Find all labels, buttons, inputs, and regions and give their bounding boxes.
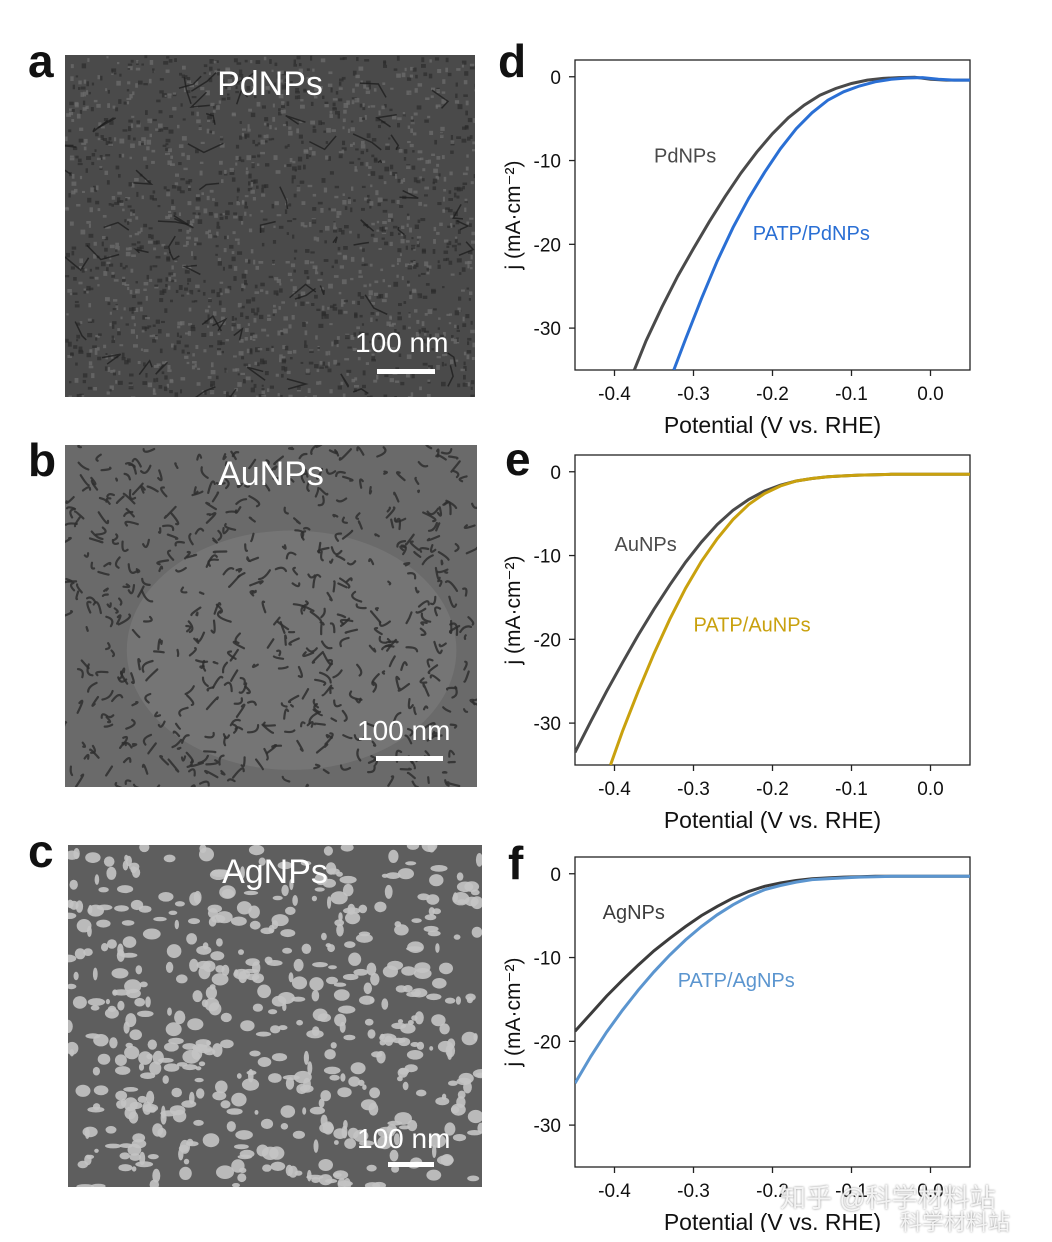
series-label: AuNPs xyxy=(615,534,677,556)
sem-label-agnps: AgNPs xyxy=(222,853,328,891)
x-tick-label: -0.2 xyxy=(756,384,789,405)
x-tick-label: -0.3 xyxy=(677,779,710,800)
x-tick-label: 0.0 xyxy=(917,779,943,800)
scale-bar-label: 100 nm xyxy=(357,1123,451,1154)
y-axis-label: j (mA·cm⁻²) xyxy=(502,160,525,270)
sem-label-aunps: AuNPs xyxy=(218,455,324,493)
y-axis-label: j (mA·cm⁻²) xyxy=(502,555,525,665)
chart-f: -0.4 -0.3 -0.2 -0.1 0.0 0 -10 -20 -30 Potential (… xyxy=(490,842,990,1235)
watermark-subtext: 科学材料站 xyxy=(900,1210,1011,1235)
sem-label-pdnps: PdNPs xyxy=(217,65,323,103)
x-axis-label: Potential (V vs. RHE) xyxy=(664,807,881,833)
x-tick-label: -0.3 xyxy=(677,1181,710,1202)
y-tick-label: 0 xyxy=(550,68,561,89)
x-tick-label: -0.4 xyxy=(598,384,631,405)
y-tick-label: 0 xyxy=(550,865,561,886)
series-line-patp-agnps xyxy=(575,874,970,1084)
panel-letter-f: f xyxy=(508,837,524,889)
y-tick-label: -30 xyxy=(534,319,561,340)
x-tick-label: -0.3 xyxy=(677,384,710,405)
sem-texture xyxy=(68,845,482,1187)
y-tick-label: -30 xyxy=(534,1116,561,1137)
panel-letter-a: a xyxy=(28,35,54,87)
x-tick-label: -0.2 xyxy=(756,1181,789,1202)
x-tick-label: -0.4 xyxy=(598,1181,631,1202)
y-tick-label: -20 xyxy=(534,630,561,651)
scale-bar xyxy=(388,1162,434,1167)
scale-bar-label: 100 nm xyxy=(355,327,449,358)
x-tick-label: -0.1 xyxy=(835,384,868,405)
x-tick-label: -0.4 xyxy=(598,779,631,800)
scale-bar xyxy=(377,369,435,374)
y-tick-label: -20 xyxy=(534,1032,561,1053)
series-label: PATP/AuNPs xyxy=(694,615,811,637)
series-line-patp-aunps xyxy=(609,472,970,765)
series-label: AgNPs xyxy=(603,902,665,924)
series-label: PdNPs xyxy=(654,145,716,167)
y-tick-label: -20 xyxy=(534,235,561,256)
watermark-text: 知乎 @科学材料站 xyxy=(780,1183,996,1213)
x-axis-label: Potential (V vs. RHE) xyxy=(664,1209,881,1232)
scale-bar-label: 100 nm xyxy=(357,715,451,746)
series-label: PATP/AgNPs xyxy=(678,970,795,992)
sem-image-aunps: AuNPs 100 nm xyxy=(65,445,477,787)
series-line-patp-pdnps xyxy=(672,76,970,370)
panel-letter-c: c xyxy=(28,825,54,877)
sem-texture xyxy=(65,55,475,397)
x-axis-label: Potential (V vs. RHE) xyxy=(664,412,881,438)
y-axis-label: j (mA·cm⁻²) xyxy=(502,957,525,1067)
panel-letter-b: b xyxy=(28,434,57,486)
x-tick-label: -0.1 xyxy=(835,1181,868,1202)
chart-d: -0.4 -0.3 -0.2 -0.1 0.0 0 -10 -20 -30 Potential (… xyxy=(490,45,990,440)
scale-bar xyxy=(376,756,443,761)
x-tick-label: -0.1 xyxy=(835,779,868,800)
sem-image-pdnps: PdNPs 100 nm xyxy=(65,55,475,397)
plot-frame xyxy=(574,454,971,766)
x-tick-label: 0.0 xyxy=(917,384,943,405)
plot-frame xyxy=(574,59,971,371)
chart-e: -0.4 -0.3 -0.2 -0.1 0.0 0 -10 -20 -30 Potential (… xyxy=(490,440,990,835)
x-tick-label: -0.2 xyxy=(756,779,789,800)
panel-letter-e: e xyxy=(505,433,531,485)
y-tick-label: -30 xyxy=(534,714,561,735)
panel-letter-d: d xyxy=(498,35,527,87)
series-line-agnps xyxy=(575,874,970,1033)
y-tick-label: 0 xyxy=(550,463,561,484)
y-tick-label: -10 xyxy=(534,949,561,970)
sem-texture xyxy=(65,445,477,787)
y-tick-label: -10 xyxy=(534,152,561,173)
sem-image-agnps: AgNPs 100 nm xyxy=(68,845,482,1187)
y-tick-label: -10 xyxy=(534,547,561,568)
series-line-aunps xyxy=(575,472,970,754)
series-label: PATP/PdNPs xyxy=(753,223,870,245)
x-tick-label: 0.0 xyxy=(917,1181,943,1202)
